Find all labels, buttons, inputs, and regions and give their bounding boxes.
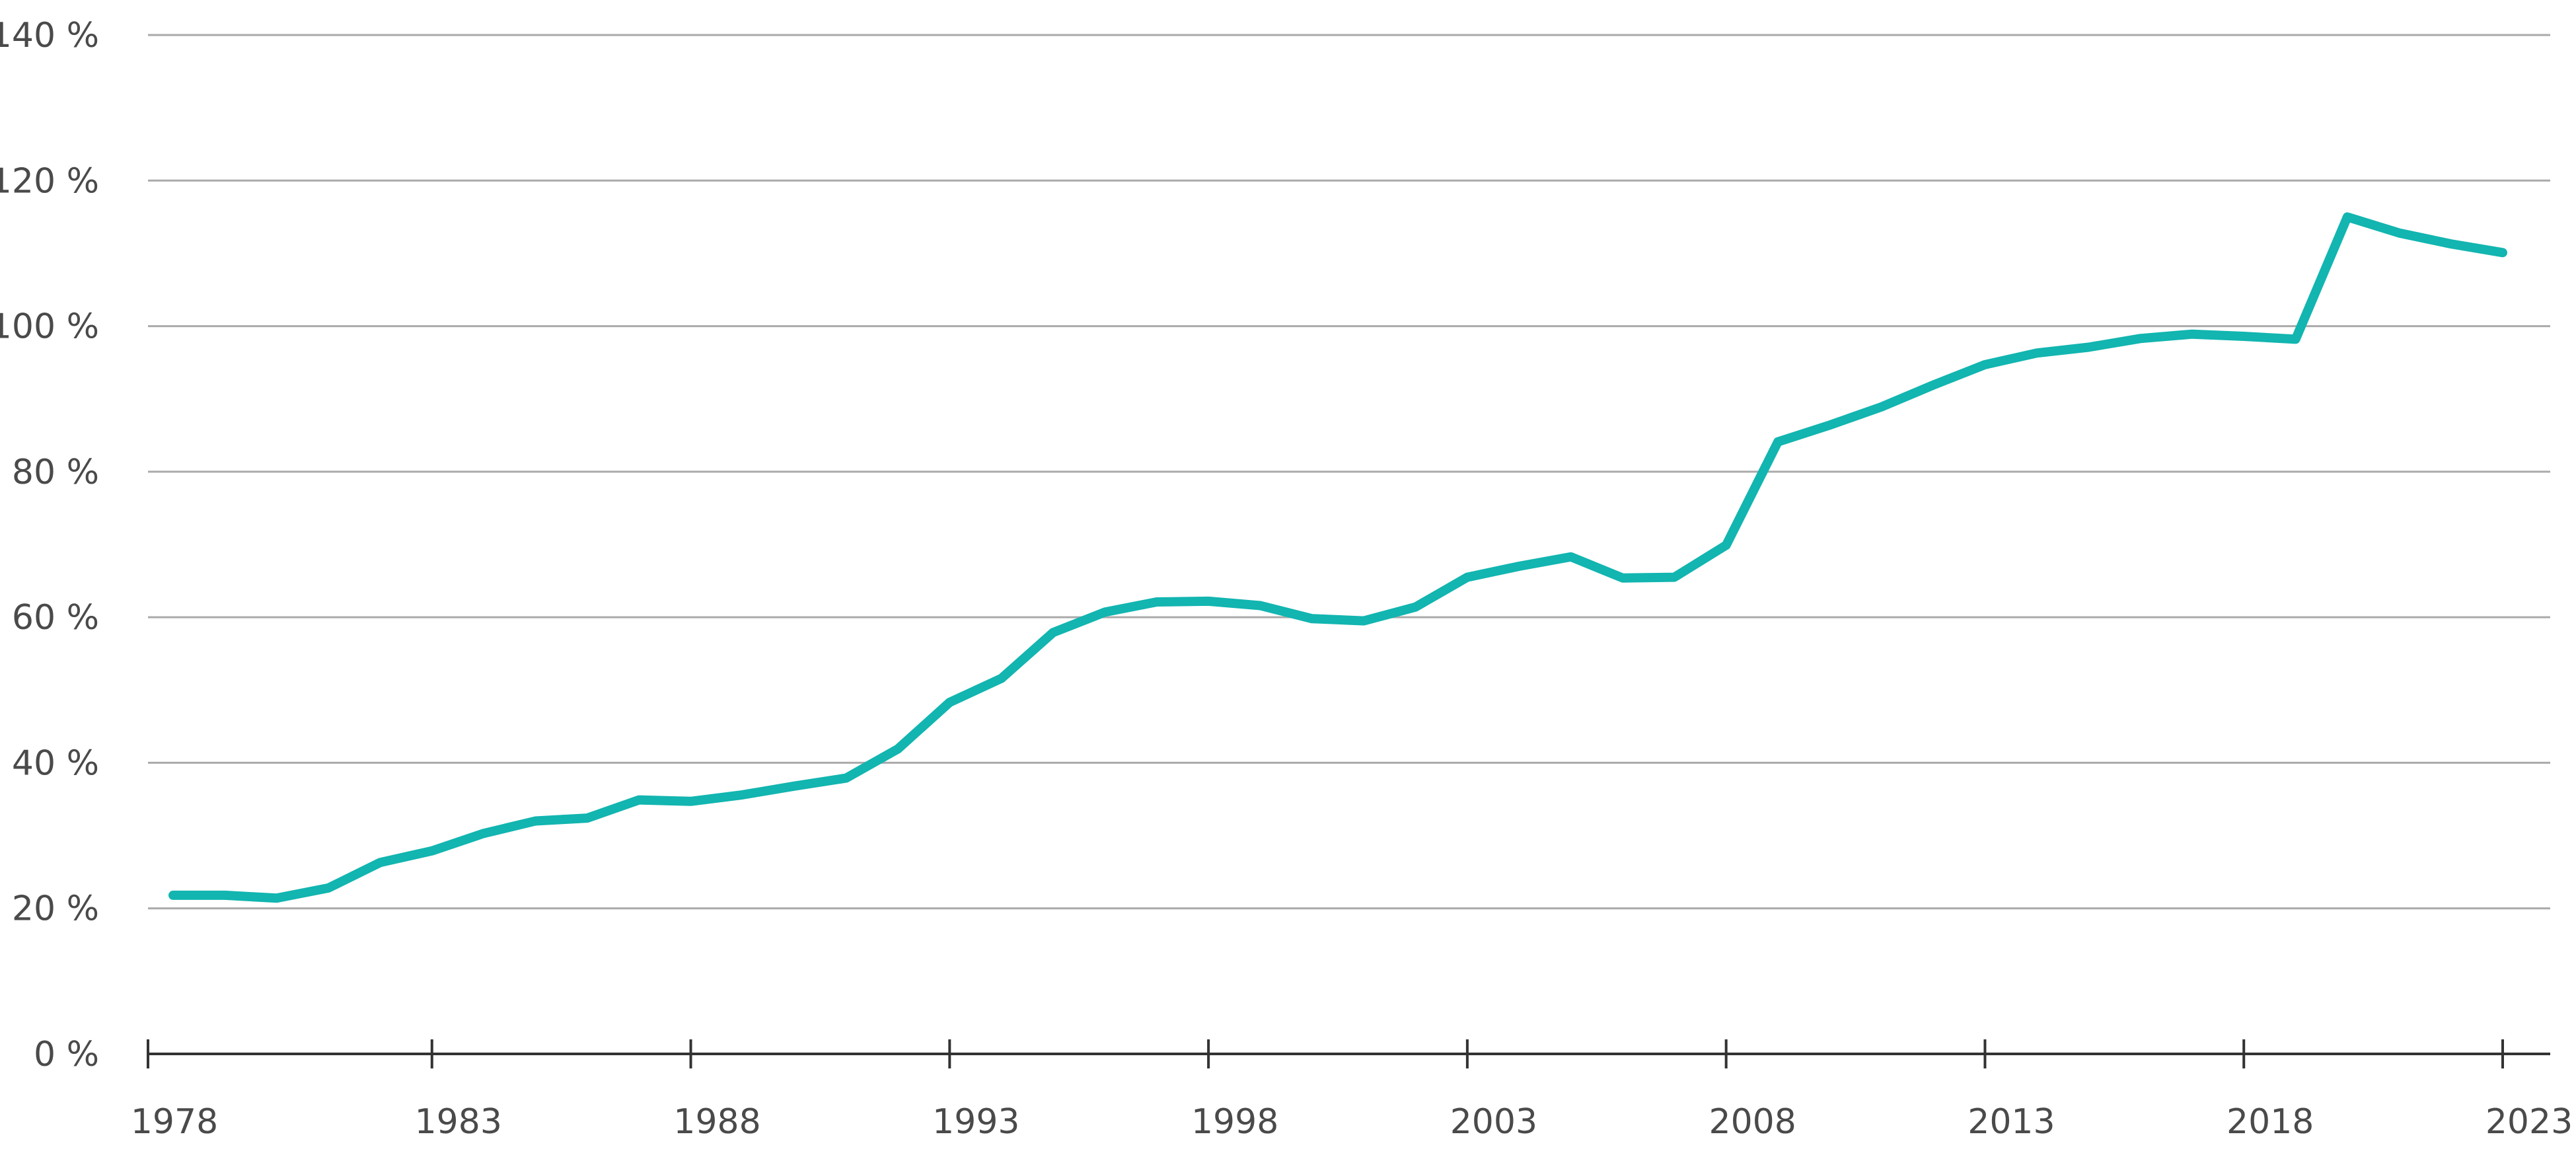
data-point <box>1670 574 1678 581</box>
data-point <box>532 817 540 825</box>
data-point <box>2240 332 2248 340</box>
data-point <box>169 891 177 899</box>
data-point <box>739 791 747 799</box>
x-tick-label: 2008 <box>1709 1102 1796 1142</box>
data-point <box>428 847 436 855</box>
x-tick-label: 1993 <box>932 1102 1019 1142</box>
data-point <box>2343 213 2351 221</box>
data-point <box>1878 403 1886 411</box>
series-line <box>168 212 2507 903</box>
data-point <box>376 858 384 866</box>
y-tick-label: 80 % <box>12 453 99 492</box>
data-point <box>2447 240 2455 248</box>
data-point <box>1722 541 1730 549</box>
data-point <box>1308 615 1316 622</box>
data-point <box>635 796 643 804</box>
gridlines <box>148 34 2550 910</box>
y-tick-label: 40 % <box>12 743 99 783</box>
data-point <box>2188 330 2196 338</box>
data-point <box>583 814 591 822</box>
data-point <box>687 798 695 805</box>
x-tick-label: 2003 <box>1450 1102 1537 1142</box>
data-point <box>273 894 281 902</box>
data-point <box>945 698 953 706</box>
series-layer <box>168 212 2507 903</box>
x-axis: 1978 1983 1988 1993 1998 2003 2008 2013 2018 2023 <box>131 1039 2573 1142</box>
data-point <box>1153 598 1161 606</box>
data-point <box>1825 421 1833 429</box>
data-point <box>894 745 902 753</box>
y-tick-label: 100 % <box>0 307 99 347</box>
x-tick-label: 1988 <box>673 1102 760 1142</box>
x-tick-label: 1978 <box>131 1102 218 1142</box>
data-point <box>1929 381 1937 389</box>
data-point <box>2499 248 2507 256</box>
y-axis-tick-labels: 0 % 20 % 40 % 60 % 80 % 100 % 120 % 140 % <box>0 16 99 1074</box>
data-point <box>221 891 229 899</box>
data-point <box>1619 574 1627 582</box>
data-point <box>1204 597 1212 605</box>
data-point <box>2137 334 2145 342</box>
x-tick-label: 1983 <box>415 1102 502 1142</box>
data-point <box>790 782 798 790</box>
x-tick-label: 2023 <box>2485 1102 2573 1142</box>
data-point <box>2033 349 2041 357</box>
data-point <box>998 675 1006 683</box>
data-point <box>1463 574 1471 581</box>
data-point <box>1567 553 1575 561</box>
y-tick-label: 20 % <box>12 889 99 929</box>
data-point <box>1981 361 1989 369</box>
x-tick-label: 1998 <box>1191 1102 1278 1142</box>
y-tick-label: 120 % <box>0 161 99 201</box>
data-point <box>1360 617 1368 625</box>
data-point <box>1515 562 1523 570</box>
data-point <box>2395 229 2403 237</box>
data-point <box>1049 628 1057 636</box>
data-point <box>2084 344 2092 352</box>
data-point <box>1774 438 1782 446</box>
y-tick-label: 140 % <box>0 16 99 56</box>
y-tick-label: 0 % <box>34 1035 99 1074</box>
data-point <box>1101 608 1109 616</box>
data-point <box>1412 603 1420 611</box>
data-point <box>842 774 850 782</box>
y-tick-label: 60 % <box>12 598 99 638</box>
x-tick-label: 2018 <box>2226 1102 2314 1142</box>
data-point <box>324 884 332 892</box>
data-point <box>480 829 488 837</box>
data-point <box>2292 335 2300 343</box>
x-tick-label: 2013 <box>1968 1102 2055 1142</box>
data-point <box>1257 602 1265 610</box>
